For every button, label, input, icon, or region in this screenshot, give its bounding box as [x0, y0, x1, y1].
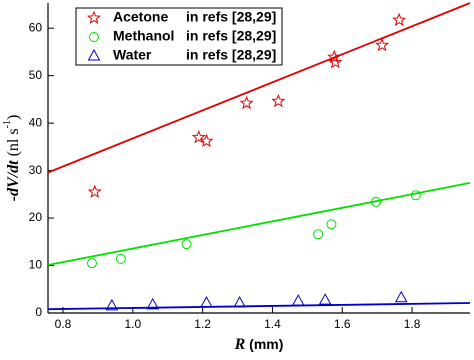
point — [191, 129, 206, 144]
fit-line — [47, 2, 471, 174]
point — [318, 293, 332, 305]
point — [410, 190, 421, 201]
y-tick-label: 30 — [29, 163, 43, 177]
point — [115, 253, 126, 264]
point — [239, 95, 254, 110]
legend-ref: in refs [28,29] — [186, 9, 276, 25]
y-tick-label: 50 — [29, 68, 43, 82]
point — [392, 12, 407, 27]
legend-ref: in refs [28,29] — [186, 28, 276, 44]
legend-marker — [86, 10, 102, 24]
legend-marker — [87, 48, 101, 61]
x-tick-label: 1.0 — [124, 317, 141, 331]
point — [394, 290, 408, 303]
point — [146, 297, 160, 310]
y-tick-label: 60 — [29, 20, 43, 34]
fit-line — [47, 182, 471, 266]
legend-label: Acetone — [113, 9, 168, 25]
legend-ref: in refs [28,29] — [186, 47, 276, 63]
y-tick-label: 0 — [35, 305, 42, 319]
point — [86, 258, 97, 269]
x-title-unit: (mm) — [245, 336, 283, 352]
fit-line — [47, 302, 471, 311]
legend-marker — [89, 32, 99, 42]
y-axis-title: -dV/dt (nl s-1) — [2, 115, 21, 202]
y-tick-label: 10 — [29, 258, 43, 272]
legend-label: Methanol — [113, 28, 174, 44]
x-tick-label: 1.2 — [194, 317, 211, 331]
y-title-unit: (nl s — [5, 128, 22, 160]
point — [271, 93, 286, 108]
x-tick-label: 1.8 — [404, 317, 421, 331]
x-tick-label: 1.6 — [334, 317, 351, 331]
y-tick-label: 20 — [29, 210, 43, 224]
point — [105, 298, 119, 311]
legend-label: Water — [113, 47, 152, 63]
y-title-close: ) — [5, 115, 22, 120]
point — [326, 219, 337, 230]
point — [199, 133, 214, 148]
x-tick-label: 1.4 — [264, 317, 281, 331]
legend-box — [75, 7, 283, 66]
point — [233, 295, 246, 308]
y-tick-label: 40 — [29, 115, 43, 129]
point — [313, 229, 324, 240]
x-tick-label: 0.8 — [55, 317, 72, 331]
y-title-var: -dV/dt — [5, 160, 22, 201]
point — [375, 37, 390, 52]
point — [291, 294, 305, 306]
point — [181, 239, 192, 250]
point — [87, 184, 102, 198]
point — [371, 196, 382, 207]
point — [200, 295, 213, 308]
y-title-sup: -1 — [2, 120, 13, 128]
x-title-var: R — [234, 336, 246, 353]
x-axis-title: R (mm) — [234, 336, 284, 353]
point — [328, 54, 343, 69]
